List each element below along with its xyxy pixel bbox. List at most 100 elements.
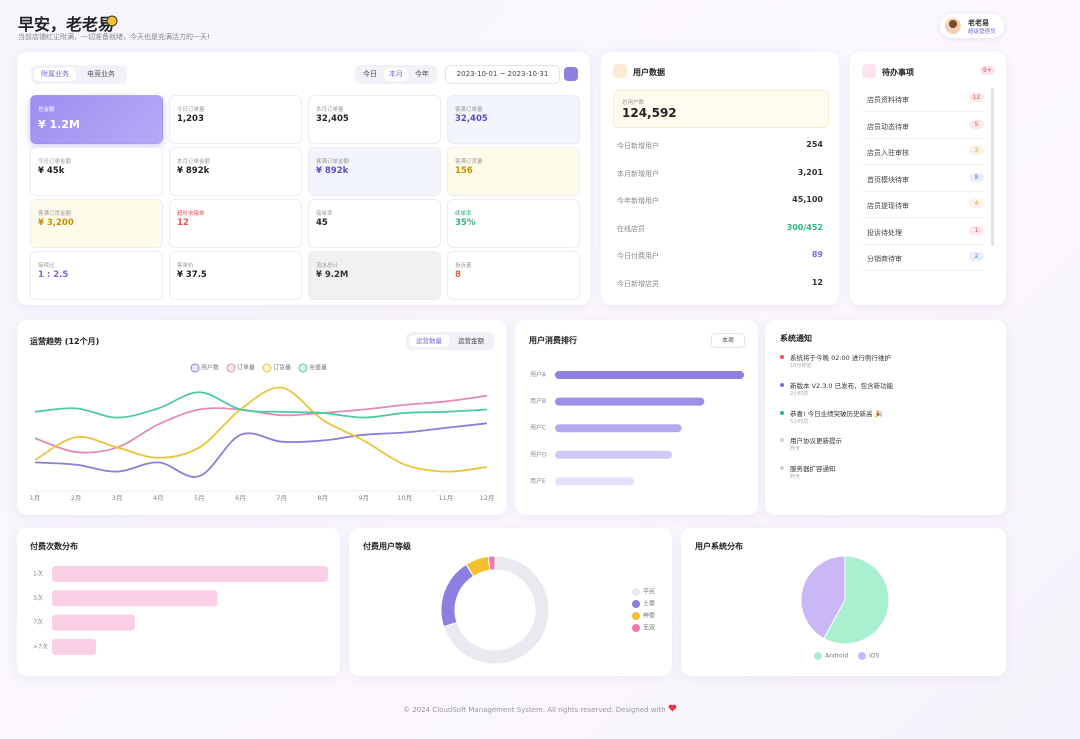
stat-label: 本月订单金额 <box>177 159 211 165</box>
tab[interactable]: 本月 <box>384 68 408 81</box>
stat-card: 客满订单金额 ¥ 892k <box>308 147 441 196</box>
row-value: 300/452 <box>786 222 823 232</box>
todo-count: 5 <box>969 119 984 129</box>
stat-card: 客满订单量 32,405 <box>447 95 580 144</box>
notice-text[interactable]: 服务器扩容通知 <box>790 465 836 474</box>
notices-panel: 系统通知 系统将于今晚 02:00 进行例行维护 10分钟前 新版本 V2.3.0 已… <box>765 320 1006 515</box>
legend-label: 平民 <box>643 589 655 596</box>
todo-label[interactable]: 店员动态待审 <box>867 122 909 131</box>
todo-label[interactable]: 投诉待处理 <box>867 228 902 237</box>
stat-card: 接单率 45 <box>308 199 441 248</box>
user-chip[interactable]: 老老易 超级管理员 <box>940 14 1004 38</box>
x-tick-label: 11月 <box>439 494 454 502</box>
legend-swatch <box>632 612 640 620</box>
bar <box>555 450 673 459</box>
stat-value: ¥ 37.5 <box>177 270 207 280</box>
notice-time: 昨天 <box>790 446 801 453</box>
legend-label: iOS <box>869 653 879 660</box>
stat-label: 今日订单量 <box>177 107 205 113</box>
notice-time: 10分钟前 <box>790 363 812 369</box>
tab[interactable]: 电竞业务 <box>87 70 115 78</box>
x-tick-label: 12月 <box>480 494 495 502</box>
legend-swatch <box>814 652 822 660</box>
notice-text[interactable]: 恭喜! 今日业绩突破历史新高 🎉 <box>790 409 883 418</box>
notice-text[interactable]: 系统将于今晚 02:00 进行例行维护 <box>790 354 891 362</box>
legend-swatch <box>858 652 866 660</box>
legend-label: 充值量 <box>309 364 327 372</box>
legend-label: 订单量 <box>237 364 255 372</box>
bar-label: 用户D <box>530 450 547 458</box>
bar-label: 用户B <box>530 397 546 405</box>
bar <box>52 566 328 582</box>
stat-label: 续单率 <box>455 211 472 217</box>
avatar <box>945 18 961 34</box>
stat-label: 客满订单金额 <box>316 159 350 165</box>
todo-count: 12 <box>969 93 984 102</box>
date-range[interactable]: 2023-10-01 ~ 2023-10-31 <box>445 65 560 84</box>
stat-value: 35% <box>455 218 476 228</box>
slice <box>823 555 890 645</box>
stat-value: ¥ 1.2M <box>38 118 80 131</box>
todo-divider <box>862 137 984 139</box>
search-button[interactable] <box>564 67 578 81</box>
bar <box>52 590 218 607</box>
stat-label: 客满订货金额 <box>38 211 72 217</box>
notice-dot <box>780 355 784 359</box>
stat-value: ¥ 3,200 <box>38 218 74 228</box>
stat-value: 8 <box>455 270 461 280</box>
panel-title: 付费次数分布 <box>30 542 78 551</box>
todo-label[interactable]: 分销商待审 <box>867 255 902 263</box>
footer-text: © 2024 CloudSoft Management System. All … <box>403 706 666 714</box>
legend-swatch <box>632 588 640 596</box>
bar <box>555 424 682 433</box>
todo-count: 8 <box>969 172 984 182</box>
bar <box>555 477 635 486</box>
legend-label: 无双 <box>643 625 655 632</box>
stat-label: 客满订单量 <box>455 107 483 113</box>
x-tick-label: 9月 <box>358 494 369 502</box>
row-label: 在线店员 <box>617 224 645 233</box>
todo-count: 1 <box>969 225 984 235</box>
tab[interactable]: 运营金额 <box>458 337 484 345</box>
todo-count: 4 <box>969 199 984 208</box>
notice-text[interactable]: 用户协议更新提示 <box>790 437 842 446</box>
stat-value: 1,203 <box>177 114 204 124</box>
panel-title: 付费用户等级 <box>363 542 411 551</box>
tab[interactable]: 附属业务 <box>34 68 76 81</box>
todo-label[interactable]: 店员提现待审 <box>867 202 909 210</box>
stat-label: 超时未接单 <box>177 211 205 217</box>
todo-label[interactable]: 店员资料待审 <box>867 96 909 104</box>
stat-card: 客单价 ¥ 37.5 <box>169 251 302 300</box>
todo-label[interactable]: 首页模块待审 <box>867 175 909 184</box>
stat-label: 今日订单金额 <box>38 159 72 165</box>
trend-panel: 运营趋势 (12个月) 运营数量 运营金额 用户数 订单量 订货量 充值量 1月 2月 3月 4月 5… <box>17 320 507 515</box>
notice-time: 昨天 <box>790 474 801 481</box>
stat-card: 超时未接单 12 <box>169 199 302 248</box>
todo-panel: 待办事项 9+ 店员资料待审 12 店员动态待审 5 店员入驻审核 3 首页模块待审 8 店员提现待… <box>850 52 1006 305</box>
notice-dot <box>780 410 784 415</box>
line-series <box>34 422 488 478</box>
legend-swatch <box>190 363 200 373</box>
slice <box>800 555 846 640</box>
chart: Android iOS <box>800 555 890 660</box>
stat-value: 156 <box>455 166 473 176</box>
legend-label: 神豪 <box>643 612 655 620</box>
stat-value: ¥ 892k <box>177 166 210 176</box>
notice-text[interactable]: 新版本 V2.3.0 已发布，包含新功能 <box>790 381 894 390</box>
bar <box>52 614 135 631</box>
stat-label: 客满订货量 <box>455 159 483 165</box>
stat-value: ¥ 892k <box>316 166 349 176</box>
tab[interactable]: 今日 <box>363 70 377 78</box>
slice <box>443 555 550 665</box>
notice-dot <box>780 382 784 387</box>
todo-label[interactable]: 店员入驻审核 <box>867 149 909 157</box>
tab[interactable]: 运营数量 <box>409 335 449 347</box>
stat-label: 接续比 <box>38 263 55 269</box>
stat-card: 流水总计 ¥ 9.2M <box>308 251 441 300</box>
filter-select[interactable]: 本周 <box>711 333 745 348</box>
panel-title: 用户数据 <box>633 68 665 77</box>
row-value: 254 <box>806 140 823 149</box>
tab[interactable]: 今年 <box>415 70 429 78</box>
